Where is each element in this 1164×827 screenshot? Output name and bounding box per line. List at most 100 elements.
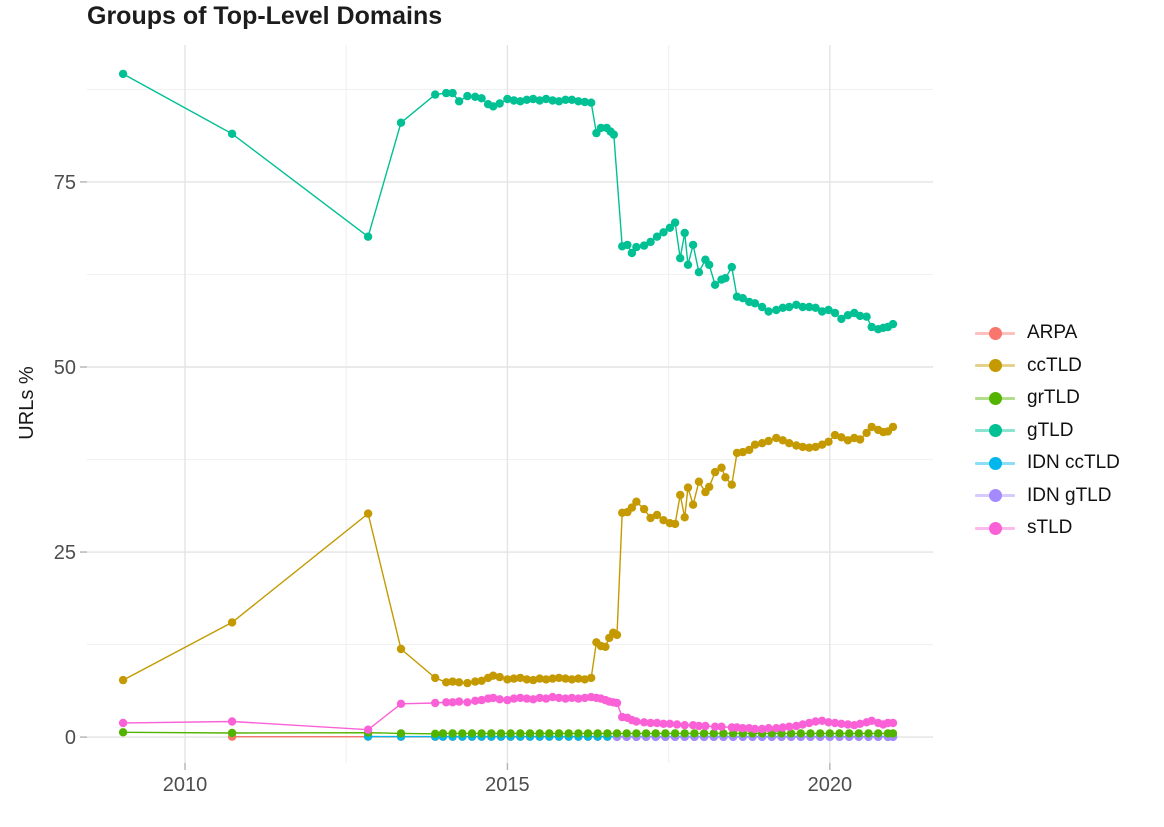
legend-key-dot [988, 359, 1002, 373]
data-point [442, 678, 451, 687]
data-point [855, 311, 865, 321]
data-point [454, 97, 464, 106]
y-tick-label-75: 75 [54, 172, 76, 194]
data-point [688, 240, 698, 250]
data-point [665, 719, 675, 728]
data-point [623, 240, 632, 250]
data-point [786, 729, 796, 738]
legend-key-dot [988, 456, 1002, 470]
data-point [688, 500, 698, 509]
data-point [454, 697, 464, 706]
data-point [639, 241, 649, 250]
data-point [659, 228, 668, 237]
data-point [627, 248, 637, 258]
data-point [811, 442, 820, 452]
data-point [639, 718, 649, 727]
data-point [705, 482, 714, 492]
data-point [727, 262, 736, 272]
legend-label: ARPA [1027, 322, 1078, 344]
legend-item-gtld: gTLD [975, 415, 1120, 448]
data-point [554, 97, 564, 106]
data-point [683, 483, 693, 492]
data-point [680, 228, 689, 238]
legend-item-idn-gtld: IDN gTLD [975, 480, 1120, 513]
data-point [778, 436, 787, 445]
data-point [670, 729, 680, 738]
data-point [454, 678, 464, 687]
data-point [503, 94, 512, 104]
data-point [363, 232, 373, 241]
data-point [785, 439, 794, 448]
data-point [830, 718, 840, 728]
data-point [487, 729, 496, 738]
data-point [721, 274, 730, 283]
data-point [567, 693, 577, 703]
data-point [431, 698, 440, 708]
data-point [627, 503, 637, 512]
data-point [574, 674, 583, 683]
series-grtld-points [118, 728, 898, 738]
data-point [431, 729, 440, 738]
data-point [471, 92, 480, 102]
legend-key-arpa-icon [975, 326, 1015, 340]
data-point [792, 721, 801, 731]
legend-item-arpa: ARPA [975, 317, 1120, 350]
data-point [567, 95, 577, 105]
legend-key-dot [988, 521, 1002, 535]
data-point [363, 509, 373, 518]
chart-title: Groups of Top-Level Domains [87, 2, 443, 30]
data-point [541, 694, 551, 703]
data-point [710, 467, 720, 477]
data-point [672, 720, 682, 729]
data-point [855, 435, 865, 444]
data-point [719, 729, 728, 738]
data-point [855, 719, 865, 728]
data-point [574, 729, 583, 738]
data-point [867, 322, 876, 332]
data-point [477, 695, 486, 705]
legend-key-dot [988, 424, 1002, 438]
data-point [431, 90, 440, 99]
data-point [477, 94, 486, 103]
data-point [811, 717, 820, 726]
data-point [854, 729, 863, 738]
data-point [612, 698, 622, 708]
data-point [843, 436, 853, 445]
data-point [554, 673, 564, 683]
data-point [396, 729, 406, 738]
data-point [680, 721, 689, 730]
legend-key-cctld-icon [975, 359, 1015, 373]
data-point [665, 223, 675, 232]
data-point [442, 88, 451, 98]
data-point [431, 673, 440, 683]
data-point [554, 693, 564, 703]
data-point [580, 675, 589, 684]
data-point [805, 302, 814, 312]
data-point [817, 716, 827, 725]
data-point [516, 97, 525, 106]
data-point [516, 673, 525, 683]
data-point [612, 729, 622, 738]
data-point [764, 436, 773, 446]
data-point [825, 729, 834, 738]
data-point [862, 428, 871, 438]
data-point [489, 671, 498, 680]
data-point [738, 294, 747, 303]
data-point [701, 721, 710, 731]
data-point [561, 674, 570, 683]
data-point [561, 95, 570, 105]
data-point [792, 441, 801, 450]
data-point [548, 692, 557, 702]
data-point [522, 95, 531, 105]
data-point [541, 675, 551, 684]
data-point [757, 724, 767, 734]
data-point [396, 699, 406, 708]
data-point [709, 729, 718, 738]
data-point [609, 130, 618, 139]
data-point [772, 724, 781, 733]
data-point [227, 618, 237, 627]
data-point [522, 694, 531, 703]
data-point [670, 218, 680, 227]
data-point [727, 480, 736, 489]
data-point [593, 729, 602, 738]
